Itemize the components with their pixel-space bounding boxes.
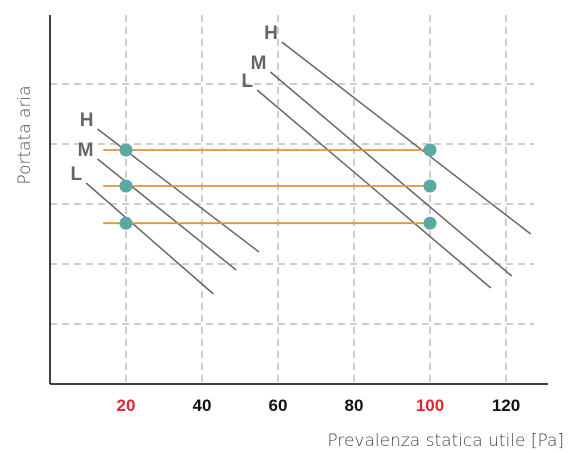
operating-point-3 [423, 143, 437, 157]
x-tick-label-100: 100 [416, 396, 444, 415]
large-fan-label-M: M [251, 53, 267, 74]
large-fan-curve-M [269, 71, 513, 277]
axes [49, 15, 548, 385]
x-axis-title: Prevalenza statica utile [Pa] [327, 431, 564, 451]
large-fan-curve-H [281, 41, 532, 235]
x-tick-label-80: 80 [345, 396, 364, 415]
operating-point-2 [119, 216, 133, 230]
operating-point-1 [119, 179, 133, 193]
large-fan-label-L: L [241, 71, 253, 92]
small-fan-curve-L [85, 182, 214, 295]
operating-point-4 [423, 179, 437, 193]
large-fan-label-H: H [264, 23, 278, 44]
small-fan-label-M: M [78, 140, 94, 161]
x-tick-label-20: 20 [117, 396, 136, 415]
operating-point-0 [119, 143, 133, 157]
operating-point-5 [423, 216, 437, 230]
small-fan-curve-M [97, 158, 237, 271]
grid [50, 15, 534, 384]
x-tick-label-120: 120 [492, 396, 520, 415]
operating-points [119, 143, 437, 230]
y-axis-title: Portata aria [15, 85, 35, 184]
x-tick-labels: 20 40 60 80 100 120 [117, 396, 521, 415]
small-fan-label-H: H [80, 110, 94, 131]
operating-lines [103, 149, 430, 225]
large-fan-curve-L [256, 89, 492, 289]
x-tick-label-60: 60 [269, 396, 288, 415]
x-tick-label-40: 40 [193, 396, 212, 415]
fan-curves [85, 41, 532, 295]
small-fan-label-L: L [70, 164, 82, 185]
